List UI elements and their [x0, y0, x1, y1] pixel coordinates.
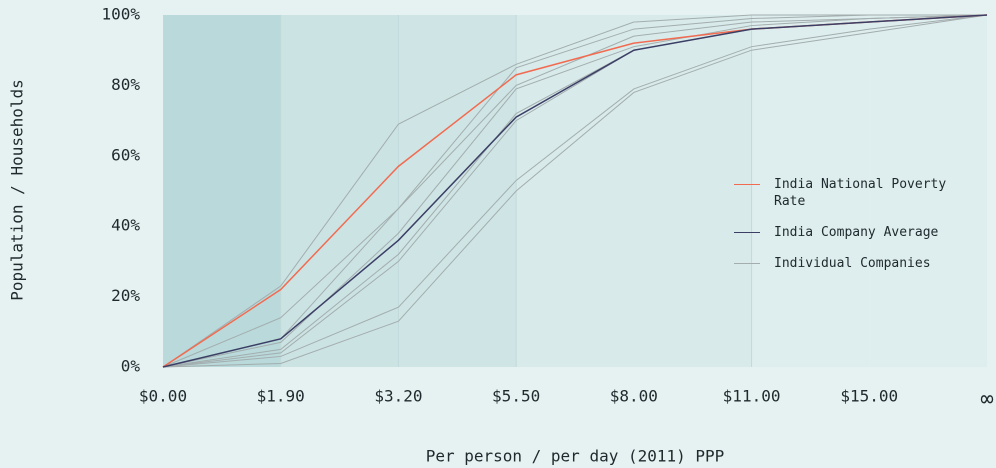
company-line — [162, 14, 988, 368]
legend-label: India Company Average — [774, 225, 939, 240]
x-tick-label: ∞ — [980, 387, 993, 412]
company-line — [162, 14, 987, 368]
legend-swatch — [734, 263, 760, 264]
y-tick-label: 40% — [111, 216, 140, 235]
company-line — [162, 14, 987, 368]
company-line — [162, 14, 988, 368]
x-tick-label: $8.00 — [610, 387, 658, 406]
legend: India National Poverty Rate India Company… — [734, 176, 994, 286]
y-tick-label: 100% — [101, 5, 140, 24]
y-tick-label: 20% — [111, 286, 140, 305]
company-line — [162, 14, 988, 368]
band — [280, 15, 399, 367]
legend-swatch — [734, 184, 760, 185]
legend-swatch — [734, 232, 760, 233]
legend-item: Individual Companies — [734, 255, 994, 272]
company-line — [162, 14, 988, 368]
x-axis-label: Per person / per day (2011) PPP — [426, 447, 725, 466]
y-axis-label: Population / Households — [8, 79, 27, 301]
x-tick-label: $3.20 — [374, 387, 422, 406]
legend-item: India Company Average — [734, 224, 994, 241]
band — [633, 15, 752, 367]
band — [163, 15, 281, 367]
band — [869, 15, 987, 367]
y-tick-label: 60% — [111, 145, 140, 164]
legend-item: India National Poverty Rate — [734, 176, 994, 210]
series-line — [162, 14, 988, 368]
y-tick-label: 80% — [111, 75, 140, 94]
band — [751, 15, 870, 367]
x-tick-label: $15.00 — [840, 387, 898, 406]
legend-label: India National Poverty Rate — [774, 177, 947, 209]
y-tick-label: 0% — [121, 357, 141, 376]
x-tick-label: $0.00 — [139, 387, 187, 406]
x-tick-label: $11.00 — [723, 387, 781, 406]
band — [516, 15, 634, 367]
x-tick-label: $1.90 — [257, 387, 305, 406]
legend-label: Individual Companies — [774, 256, 931, 271]
x-tick-label: $5.50 — [492, 387, 540, 406]
